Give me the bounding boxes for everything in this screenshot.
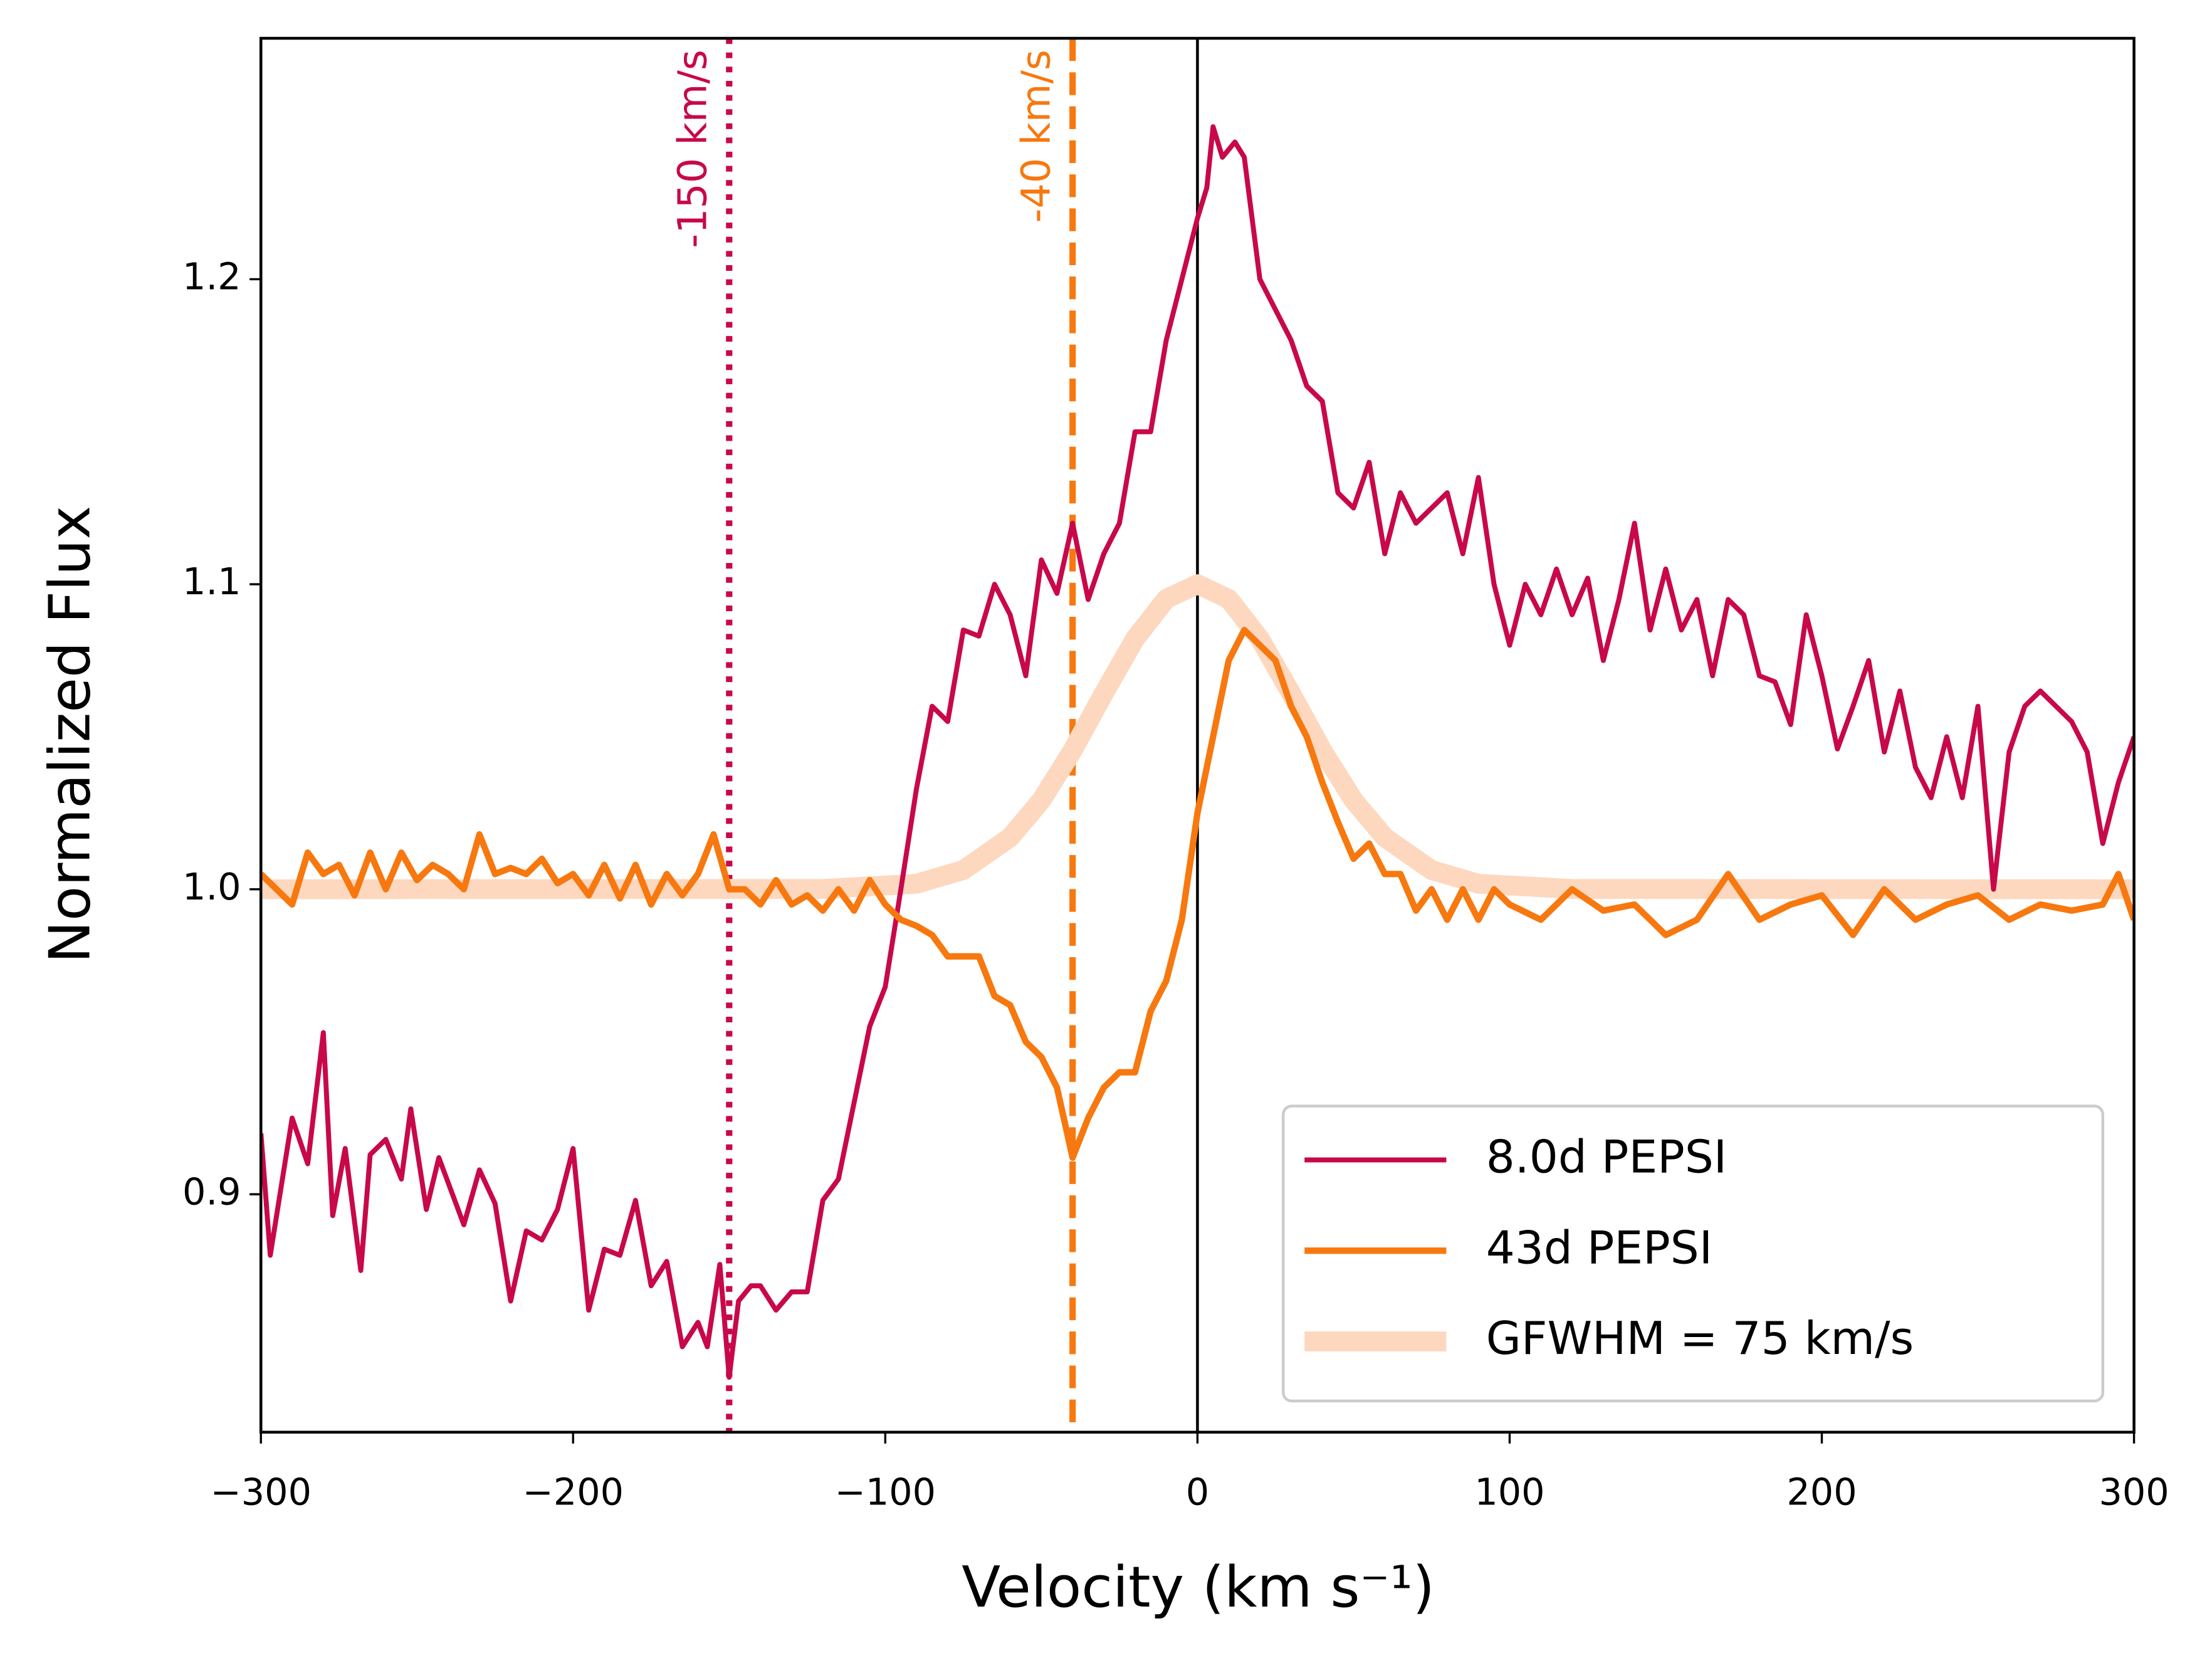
y-tick-label: 1.2	[182, 255, 241, 298]
series-line	[261, 574, 2134, 900]
legend-label: 8.0d PEPSI	[1486, 1131, 1727, 1183]
x-tick-label: 200	[1786, 1470, 1857, 1513]
x-tick-label: 100	[1474, 1470, 1544, 1513]
plot-frame	[259, 36, 2136, 1434]
x-axis-label: Velocity (km s⁻¹)	[962, 1555, 1435, 1620]
series-line	[261, 626, 2134, 1161]
y-tick-label: 1.1	[182, 560, 241, 603]
x-tick-label: −300	[210, 1470, 312, 1513]
vline-annotation: -40 km/s	[1012, 50, 1059, 223]
y-tick-label: 0.9	[182, 1170, 241, 1213]
x-tick-label: 0	[1186, 1470, 1209, 1513]
x-tick-label: −200	[523, 1470, 624, 1513]
legend-label: 43d PEPSI	[1486, 1222, 1712, 1274]
series-line	[261, 124, 2134, 1380]
x-tick-label: −100	[835, 1470, 936, 1513]
x-tick-label: 300	[2099, 1470, 2169, 1513]
y-tick-label: 1.0	[182, 865, 241, 908]
vline-annotation: -150 km/s	[669, 50, 716, 248]
y-axis-label: Normalized Flux	[38, 506, 103, 963]
legend-box	[1282, 1104, 2105, 1403]
legend-label: GFWHM = 75 km/s	[1486, 1313, 1914, 1365]
